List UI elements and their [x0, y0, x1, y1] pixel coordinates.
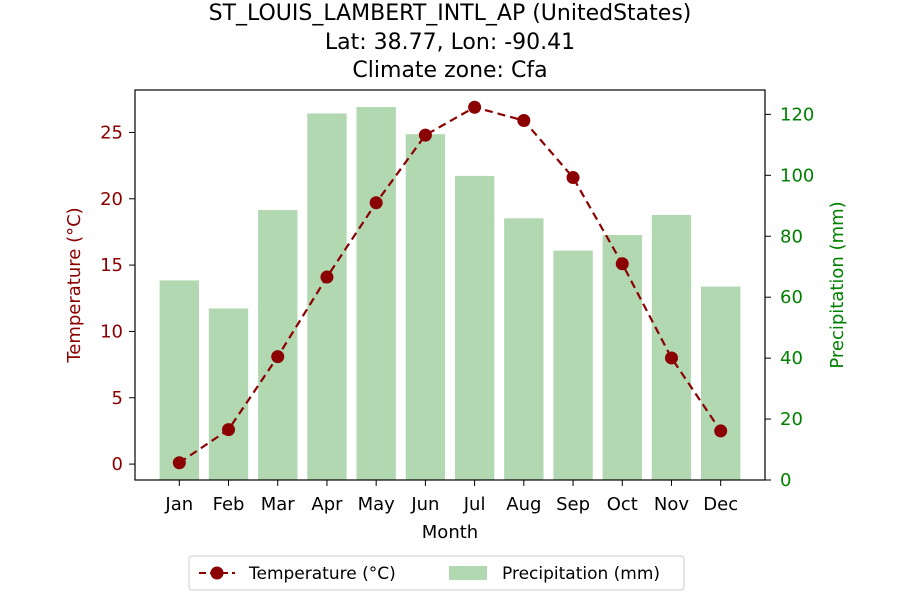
right-y-axis-label: Precipitation (mm) [827, 201, 848, 368]
right-y-tick-label: 80 [780, 226, 803, 247]
x-tick-label: Mar [261, 494, 296, 515]
x-tick-label: Feb [213, 494, 245, 515]
temperature-point [615, 257, 629, 271]
x-tick-label: Jul [463, 494, 486, 515]
title-line-2: Lat: 38.77, Lon: -90.41 [325, 30, 575, 55]
temperature-point [664, 351, 678, 365]
x-tick-label: Nov [654, 494, 689, 515]
legend-precipitation-swatch [449, 566, 487, 580]
legend-precipitation-label: Precipitation (mm) [502, 564, 660, 584]
precipitation-bar [307, 113, 347, 480]
x-tick-label: May [358, 494, 396, 515]
precipitation-bar [208, 308, 249, 480]
left-y-tick-label: 5 [112, 388, 123, 409]
right-y-tick-label: 40 [780, 348, 803, 369]
precipitation-bar [504, 218, 544, 480]
temperature-point [517, 114, 531, 128]
precipitation-bar [356, 107, 396, 480]
precipitation-bar [602, 235, 642, 480]
title-line-3: Climate zone: Cfa [352, 58, 547, 83]
temperature-point [468, 100, 482, 114]
left-y-tick-label: 25 [100, 122, 123, 143]
right-y-axis: 0 20 40 60 80 100 120 [765, 104, 814, 491]
right-y-tick-label: 0 [780, 470, 791, 491]
legend-temperature-marker [210, 566, 224, 580]
temperature-point [222, 423, 236, 437]
precipitation-bar [159, 280, 199, 480]
left-y-axis: 0 5 10 15 20 25 [100, 122, 135, 475]
precipitation-bar [454, 175, 495, 480]
legend: Temperature (°C) Precipitation (mm) [188, 555, 685, 591]
right-y-tick-label: 60 [780, 287, 803, 308]
x-tick-label: Sep [556, 494, 590, 515]
left-y-axis-label: Temperature (°C) [64, 207, 85, 363]
temperature-point [714, 424, 728, 438]
left-y-tick-label: 20 [100, 189, 123, 210]
temperature-point [320, 270, 334, 284]
precipitation-bar [258, 210, 298, 480]
right-y-tick-label: 100 [780, 165, 814, 186]
x-axis-label: Month [422, 522, 478, 543]
right-y-tick-label: 120 [780, 104, 814, 125]
x-tick-label: Oct [607, 494, 638, 515]
legend-temperature-label: Temperature (°C) [248, 564, 396, 584]
temperature-point [172, 456, 186, 470]
legend-frame [188, 555, 685, 591]
x-tick-label: Aug [506, 494, 541, 515]
x-tick-label: Jun [410, 494, 439, 515]
temperature-line [178, 106, 722, 464]
precipitation-bars [159, 107, 741, 480]
temperature-series [172, 100, 728, 470]
x-axis: Jan Feb Mar Apr May Jun Jul Aug Sep Oct Nov Dec [164, 480, 738, 515]
left-y-tick-label: 0 [112, 454, 123, 475]
right-y-tick-label: 20 [780, 409, 803, 430]
plot-frame [134, 89, 766, 481]
x-tick-label: Dec [703, 494, 738, 515]
temperature-point [566, 171, 580, 185]
temperature-point [369, 196, 383, 210]
precipitation-bar [701, 286, 741, 480]
x-tick-label: Jan [164, 494, 193, 515]
precipitation-bar [553, 250, 593, 480]
chart-title: ST_LOUIS_LAMBERT_INTL_AP (UnitedStates) … [209, 1, 692, 83]
left-y-tick-label: 15 [100, 255, 123, 276]
precipitation-bar [651, 214, 692, 480]
left-y-tick-label: 10 [100, 321, 123, 342]
precipitation-bar [405, 134, 446, 480]
temperature-point [271, 350, 285, 364]
x-tick-label: Apr [311, 494, 343, 515]
title-line-1: ST_LOUIS_LAMBERT_INTL_AP (UnitedStates) [209, 1, 692, 26]
temperature-point [418, 128, 432, 142]
